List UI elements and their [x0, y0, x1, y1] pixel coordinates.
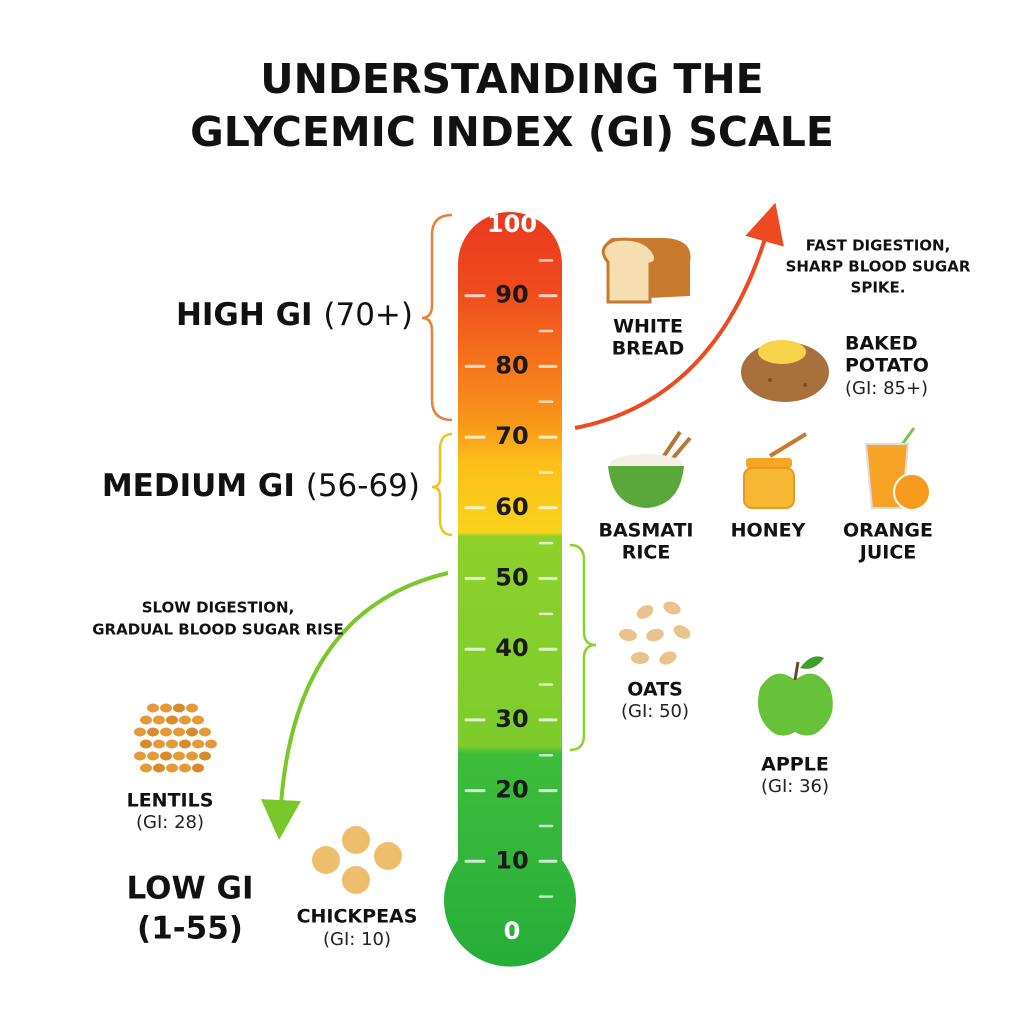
food-gi: (GI: 85+): [845, 378, 928, 399]
lentil: [147, 727, 159, 737]
potato-icon: [741, 340, 829, 402]
food-gi: (GI: 28): [136, 812, 204, 833]
food-name: BASMATI: [598, 520, 693, 542]
lentil: [192, 739, 204, 749]
lentil: [199, 727, 211, 737]
oats-icon: [619, 601, 691, 665]
food-name: HONEY: [731, 520, 806, 542]
high-bracket: [421, 213, 453, 422]
apple-icon: [757, 656, 833, 736]
lentil: [166, 763, 178, 773]
honey-icon: [743, 432, 808, 509]
bread-icon: [601, 237, 691, 304]
tick-label: 90: [495, 281, 528, 309]
lentil: [147, 703, 159, 713]
title-line: GLYCEMIC INDEX (GI) SCALE: [190, 108, 834, 156]
medium-bracket: [431, 432, 453, 537]
tick-label: 100: [487, 210, 537, 238]
note-line: SPIKE.: [851, 279, 906, 297]
range-value: (70+): [323, 297, 413, 333]
lentil: [179, 715, 191, 725]
lentil: [153, 739, 165, 749]
range-label: HIGH GI (70+): [176, 297, 413, 333]
tick-label: 0: [504, 917, 521, 945]
range-value: (56-69): [306, 468, 420, 504]
lentil: [179, 739, 191, 749]
lentil: [140, 715, 152, 725]
lentil: [160, 751, 172, 761]
lentil: [166, 739, 178, 749]
lentil: [134, 727, 146, 737]
food-name: POTATO: [845, 355, 929, 377]
lentils-icon: [134, 703, 217, 773]
food-name: APPLE: [761, 754, 829, 776]
lentil: [173, 703, 185, 713]
food-name: BAKED: [845, 333, 918, 355]
food-name: WHITE: [613, 316, 683, 338]
tick-label: 70: [495, 422, 528, 450]
note-line: FAST DIGESTION,: [806, 237, 951, 255]
range-name: MEDIUM GI: [102, 468, 295, 504]
gradual-arrow: [260, 571, 449, 840]
rice-icon: [608, 430, 692, 508]
spike-arrow: [574, 202, 784, 430]
food-name: RICE: [622, 542, 671, 564]
lentil: [186, 751, 198, 761]
lentil: [186, 727, 198, 737]
food-name: ORANGE: [843, 520, 933, 542]
food-name: LENTILS: [127, 790, 214, 812]
tick-label: 30: [495, 705, 528, 733]
lentil: [205, 739, 217, 749]
tick-label: 10: [495, 846, 528, 874]
lentil: [160, 727, 172, 737]
food-name: CHICKPEAS: [297, 906, 418, 928]
lentil: [173, 727, 185, 737]
lentil: [160, 703, 172, 713]
lentil: [192, 715, 204, 725]
tick-label: 80: [495, 351, 528, 379]
lentil: [199, 751, 211, 761]
range-value: (1-55): [137, 911, 243, 947]
tick-label: 50: [495, 564, 528, 592]
tick-label: 20: [495, 776, 528, 804]
food-name: BREAD: [612, 338, 685, 360]
lentil: [186, 703, 198, 713]
lentil: [134, 751, 146, 761]
note-line: SLOW DIGESTION,: [142, 599, 295, 617]
lentil: [140, 763, 152, 773]
lentil: [173, 751, 185, 761]
title-line: UNDERSTANDING THE: [260, 55, 763, 103]
lentil: [153, 763, 165, 773]
lentil: [140, 739, 152, 749]
range-label: MEDIUM GI (56-69): [102, 468, 420, 504]
food-gi: (GI: 36): [761, 776, 829, 797]
range-name: HIGH GI: [176, 297, 313, 333]
lentil: [153, 715, 165, 725]
low-bracket: [569, 543, 597, 752]
lentil: [166, 715, 178, 725]
range-name: LOW GI: [127, 871, 254, 907]
note-line: SHARP BLOOD SUGAR: [786, 258, 971, 276]
juice-icon: [864, 427, 931, 511]
note-line: GRADUAL BLOOD SUGAR RISE: [92, 621, 344, 639]
lentil: [192, 763, 204, 773]
tick-label: 40: [495, 634, 528, 662]
food-name: OATS: [627, 679, 683, 701]
lentil: [179, 763, 191, 773]
lentil: [147, 751, 159, 761]
food-name: JUICE: [858, 542, 917, 564]
chickpeas-icon: [312, 826, 402, 894]
tick-label: 60: [495, 493, 528, 521]
food-gi: (GI: 10): [323, 929, 391, 950]
food-gi: (GI: 50): [621, 701, 689, 722]
